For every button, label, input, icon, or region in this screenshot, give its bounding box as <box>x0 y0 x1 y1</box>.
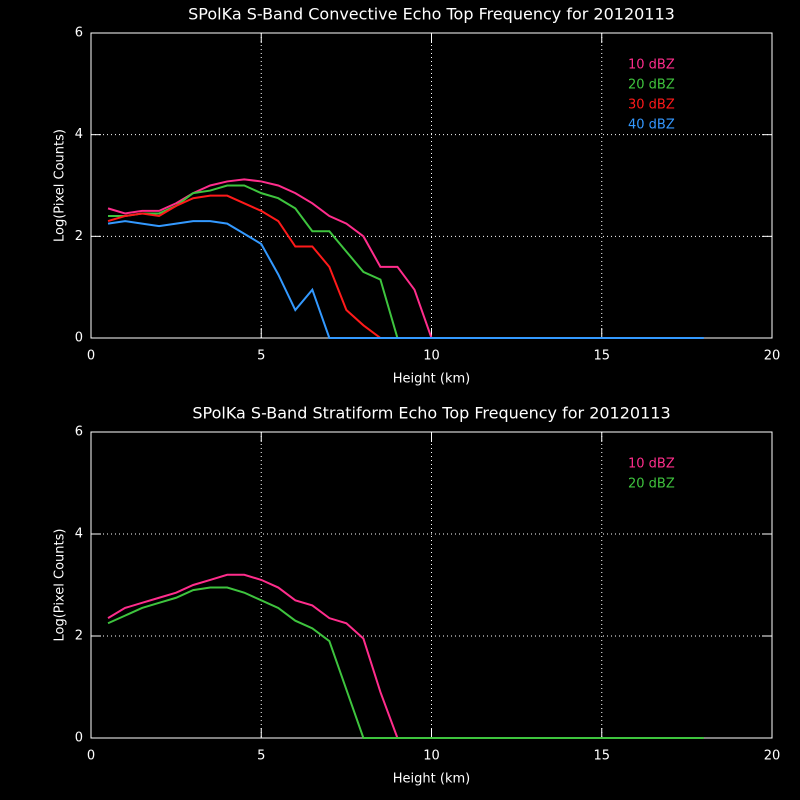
legend-label: 40 dBZ <box>628 118 675 133</box>
x-tick-label: 20 <box>764 749 781 764</box>
data-line <box>107 178 704 339</box>
x-tick-label: 15 <box>593 749 610 764</box>
legend-label: 20 dBZ <box>628 477 675 492</box>
x-tick-label: 10 <box>423 349 440 364</box>
x-tick-label: 20 <box>764 349 781 364</box>
data-line <box>107 220 704 339</box>
data-line <box>107 573 704 739</box>
chart-title: SPolKa S-Band Convective Echo Top Freque… <box>188 5 675 24</box>
y-tick-label: 2 <box>75 229 83 244</box>
x-tick-label: 0 <box>87 349 95 364</box>
legend-label: 10 dBZ <box>628 58 675 73</box>
y-tick-label: 0 <box>75 331 83 346</box>
y-tick-label: 6 <box>75 26 83 41</box>
chart-title: SPolKa S-Band Stratiform Echo Top Freque… <box>192 404 670 423</box>
y-tick-label: 4 <box>75 527 83 542</box>
y-axis-label: Log(Pixel Counts) <box>53 529 68 642</box>
y-tick-label: 6 <box>75 425 83 440</box>
y-axis-label: Log(Pixel Counts) <box>53 129 68 242</box>
data-line <box>107 194 704 339</box>
legend-label: 20 dBZ <box>628 78 675 93</box>
x-axis-label: Height (km) <box>393 372 470 387</box>
y-tick-label: 4 <box>75 127 83 142</box>
legend-label: 30 dBZ <box>628 98 675 113</box>
legend-label: 10 dBZ <box>628 457 675 472</box>
x-tick-label: 5 <box>257 349 265 364</box>
x-tick-label: 10 <box>423 749 440 764</box>
x-axis-label: Height (km) <box>393 772 470 787</box>
data-line <box>108 184 704 339</box>
data-line <box>107 586 704 739</box>
x-tick-label: 5 <box>257 749 265 764</box>
y-tick-label: 2 <box>75 629 83 644</box>
x-tick-label: 15 <box>593 349 610 364</box>
y-tick-label: 0 <box>75 731 83 746</box>
x-tick-label: 0 <box>87 749 95 764</box>
